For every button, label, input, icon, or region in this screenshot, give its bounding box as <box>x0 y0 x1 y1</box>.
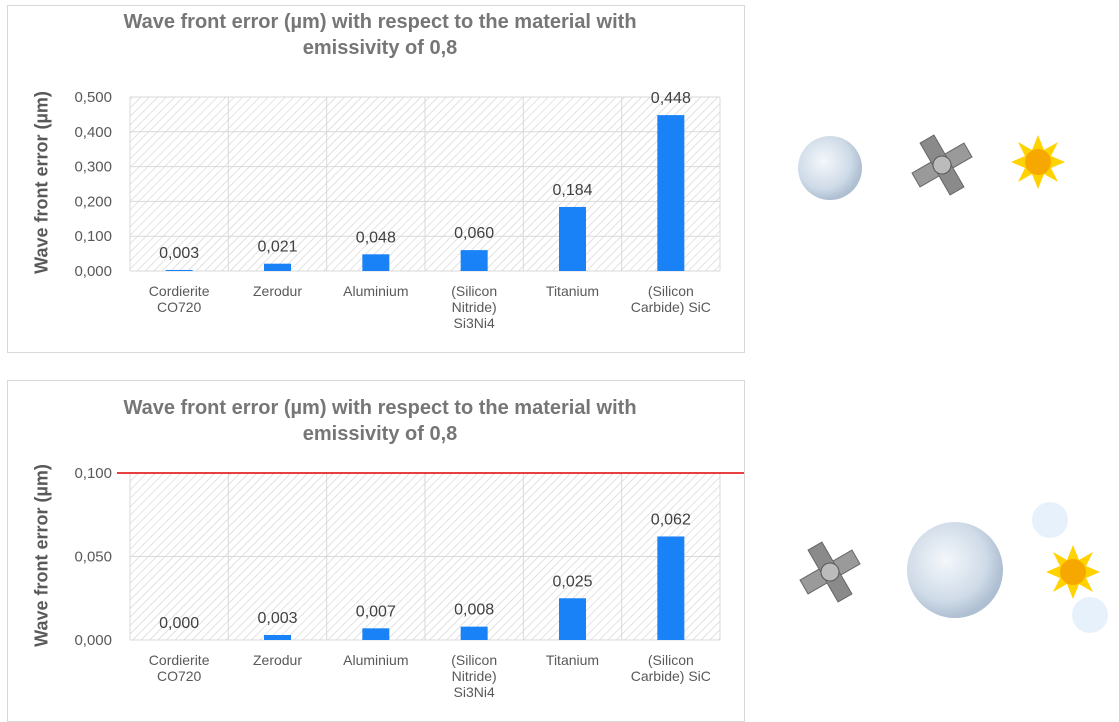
x-tick-label: (Silicon Carbide) SiC <box>630 652 711 684</box>
chart-title: Wave front error (µm) with respect to th… <box>123 397 637 445</box>
data-label: 0,003 <box>257 610 297 627</box>
sun <box>1011 135 1065 189</box>
x-tick-label: Cordierite CO720 <box>148 652 210 684</box>
bubble <box>1032 502 1068 538</box>
x-tick-label: Zerodur <box>252 283 303 299</box>
earth <box>907 522 1003 618</box>
bar <box>264 263 291 271</box>
data-label: 0,060 <box>454 225 494 242</box>
y-tick-label: 0,500 <box>74 89 112 106</box>
y-tick-label: 0,000 <box>74 263 112 280</box>
bar <box>165 269 193 271</box>
x-tick-label: (Silicon Nitride) Si3Ni4 <box>451 652 498 700</box>
x-tick-label: (Silicon Carbide) SiC <box>630 283 711 315</box>
y-tick-label: 0,300 <box>74 159 112 176</box>
y-tick-label: 0,100 <box>74 228 112 245</box>
x-tick-label: Titanium <box>545 283 600 299</box>
x-tick-label: Aluminium <box>343 283 409 299</box>
y-tick-label: 0,400 <box>74 124 112 141</box>
bar <box>559 206 586 271</box>
sun <box>1046 545 1100 599</box>
bubble <box>1072 597 1108 633</box>
data-label: 0,000 <box>159 615 199 632</box>
data-label: 0,021 <box>257 239 297 256</box>
x-tick-label: Aluminium <box>343 652 409 668</box>
y-tick-label: 0,200 <box>74 193 112 210</box>
illustration <box>799 502 1108 633</box>
satellite <box>911 134 973 196</box>
y-tick-label: 0,050 <box>74 549 112 566</box>
bar <box>362 628 390 640</box>
bar <box>559 598 586 640</box>
illustration <box>798 134 1065 200</box>
y-tick-label: 0,000 <box>74 632 112 649</box>
chart-title: Wave front error (µm) with respect to th… <box>123 11 637 59</box>
x-tick-label: Cordierite CO720 <box>148 283 210 315</box>
data-label: 0,025 <box>552 573 592 590</box>
y-tick-label: 0,100 <box>74 465 112 482</box>
satellite <box>799 541 861 603</box>
bar <box>362 254 390 271</box>
data-label: 0,048 <box>356 229 396 246</box>
data-label: 0,448 <box>651 90 691 107</box>
bar <box>460 626 488 640</box>
x-tick-label: Titanium <box>545 652 600 668</box>
x-tick-label: (Silicon Nitride) Si3Ni4 <box>451 283 498 331</box>
data-label: 0,003 <box>159 245 199 262</box>
data-label: 0,062 <box>651 511 691 528</box>
data-label: 0,007 <box>356 603 396 620</box>
data-label: 0,184 <box>552 182 592 199</box>
bar <box>657 536 685 640</box>
x-tick-label: Zerodur <box>252 652 303 668</box>
bar <box>264 634 291 640</box>
bar <box>657 115 685 271</box>
data-label: 0,008 <box>454 602 494 619</box>
earth <box>798 136 862 200</box>
bar <box>460 250 488 271</box>
